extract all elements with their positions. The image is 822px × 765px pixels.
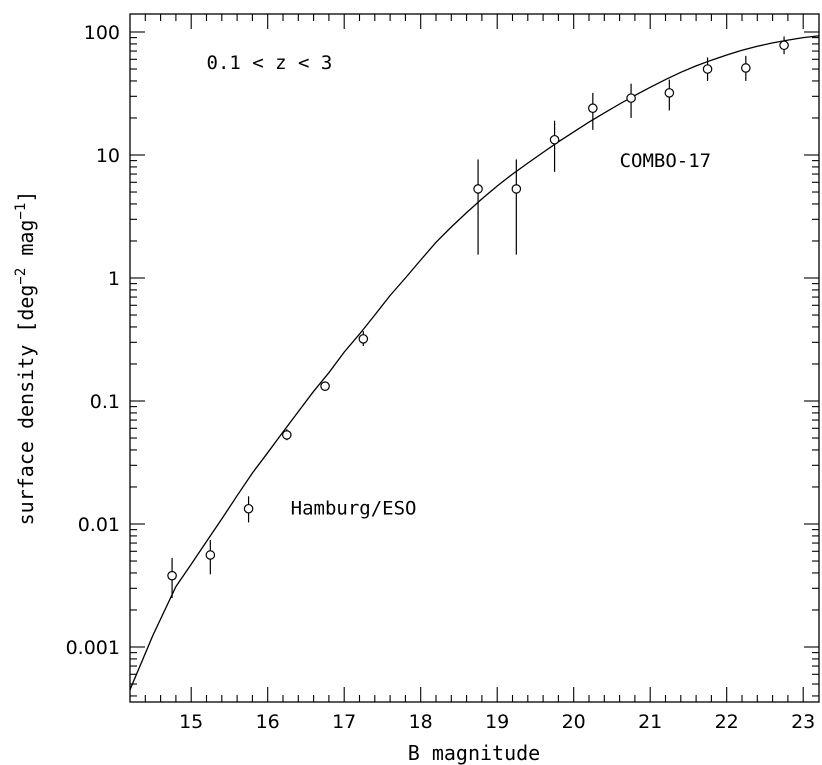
model-curve bbox=[130, 35, 819, 690]
x-tick-label: 18 bbox=[409, 711, 433, 733]
data-point bbox=[702, 64, 713, 74]
y-tick-label: 1 bbox=[108, 268, 120, 290]
y-tick-label: 10 bbox=[96, 145, 120, 167]
data-point bbox=[243, 503, 254, 514]
data-point bbox=[320, 381, 330, 391]
x-tick-label: 19 bbox=[485, 711, 509, 733]
y-axis-label-sup-1: −2 bbox=[13, 268, 29, 285]
data-point bbox=[473, 184, 483, 194]
data-point bbox=[664, 88, 675, 98]
x-tick-label: 17 bbox=[332, 711, 356, 733]
data-point bbox=[779, 40, 789, 51]
y-axis-label-part-1: surface density [deg bbox=[14, 285, 38, 526]
y-axis-label-part-2: mag bbox=[14, 220, 38, 268]
data-point bbox=[282, 430, 292, 440]
model-curve-layer bbox=[130, 35, 819, 690]
annotation-label: Hamburg/ESO bbox=[291, 497, 417, 519]
x-tick-labels: 15 16 17 18 19 20 21 22 23 bbox=[179, 711, 815, 733]
y-axis-label: surface density [deg−2 mag−1] bbox=[13, 191, 38, 526]
y-axis-label-part-3: ] bbox=[14, 191, 38, 203]
data-point bbox=[167, 570, 177, 581]
y-axis-label-sup-2: −1 bbox=[13, 203, 29, 220]
data-point bbox=[358, 334, 369, 344]
plot-frame bbox=[129, 13, 820, 703]
data-point bbox=[549, 134, 560, 145]
y-tick-label: 100 bbox=[84, 22, 120, 44]
axis-ticks bbox=[130, 14, 819, 702]
x-axis-label: B magnitude bbox=[408, 741, 540, 765]
data-point bbox=[511, 184, 522, 194]
annotation-label: COMBO-17 bbox=[620, 150, 712, 172]
data-points-layer bbox=[167, 36, 789, 599]
x-tick-label: 23 bbox=[791, 711, 815, 733]
data-point bbox=[741, 63, 751, 73]
data-point bbox=[205, 550, 216, 560]
x-tick-label: 20 bbox=[562, 711, 586, 733]
x-tick-label: 21 bbox=[638, 711, 662, 733]
data-point bbox=[588, 103, 598, 114]
annotation-label: 0.1 < z < 3 bbox=[207, 52, 333, 74]
y-tick-label: 0.1 bbox=[90, 391, 120, 413]
y-tick-label: 0.001 bbox=[66, 637, 120, 659]
annotations-layer: 0.1 < z < 3 Hamburg/ESO COMBO-17 bbox=[207, 52, 712, 519]
data-point bbox=[626, 93, 636, 103]
x-tick-label: 15 bbox=[179, 711, 203, 733]
y-tick-label: 0.01 bbox=[78, 514, 120, 536]
x-tick-label: 16 bbox=[256, 711, 280, 733]
y-tick-labels: 0.001 0.01 0.1 1 10 100 bbox=[66, 22, 120, 659]
x-tick-label: 22 bbox=[715, 711, 739, 733]
